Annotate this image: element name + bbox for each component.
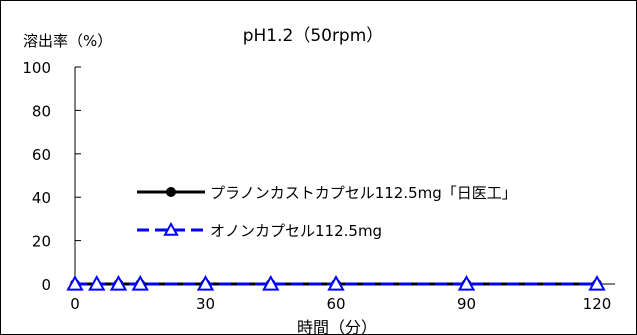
x-tick-label: 90 xyxy=(457,295,476,313)
data-point xyxy=(327,274,345,291)
data-point xyxy=(66,274,84,291)
y-tick-label: 0 xyxy=(41,276,51,294)
legend: プラノンカストカプセル112.5mg「日医工」オノンカプセル112.5mg xyxy=(137,184,517,240)
data-point xyxy=(88,274,106,291)
y-tick-label: 20 xyxy=(32,233,51,251)
series-layer xyxy=(66,274,606,291)
axes xyxy=(74,67,615,285)
y-tick-label: 100 xyxy=(22,59,51,77)
x-axis-label: 時間（分） xyxy=(297,318,377,334)
x-tick-label: 30 xyxy=(196,295,215,313)
data-point xyxy=(196,274,215,291)
y-ticks: 0 20 40 60 80 100 xyxy=(22,59,81,294)
x-tick-label: 60 xyxy=(326,295,345,313)
y-tick-label: 40 xyxy=(32,189,51,207)
y-tick-label: 80 xyxy=(32,102,51,120)
data-point xyxy=(131,274,149,291)
data-point xyxy=(588,274,606,291)
legend-label-1: プラノンカストカプセル112.5mg「日医工」 xyxy=(210,184,517,202)
legend-marker-1 xyxy=(166,187,176,197)
x-tick-label: 0 xyxy=(70,295,80,313)
data-point xyxy=(457,274,476,291)
legend-label-2: オノンカプセル112.5mg xyxy=(210,222,382,240)
x-tick-label: 120 xyxy=(583,295,612,313)
y-tick-label: 60 xyxy=(32,146,51,164)
data-point xyxy=(109,274,128,291)
data-point xyxy=(262,274,280,291)
legend-marker-2 xyxy=(163,221,179,236)
y-axis-label: 溶出率（%） xyxy=(23,32,112,50)
chart-title: pH1.2（50rpm） xyxy=(243,26,384,46)
series-2 xyxy=(66,274,606,291)
